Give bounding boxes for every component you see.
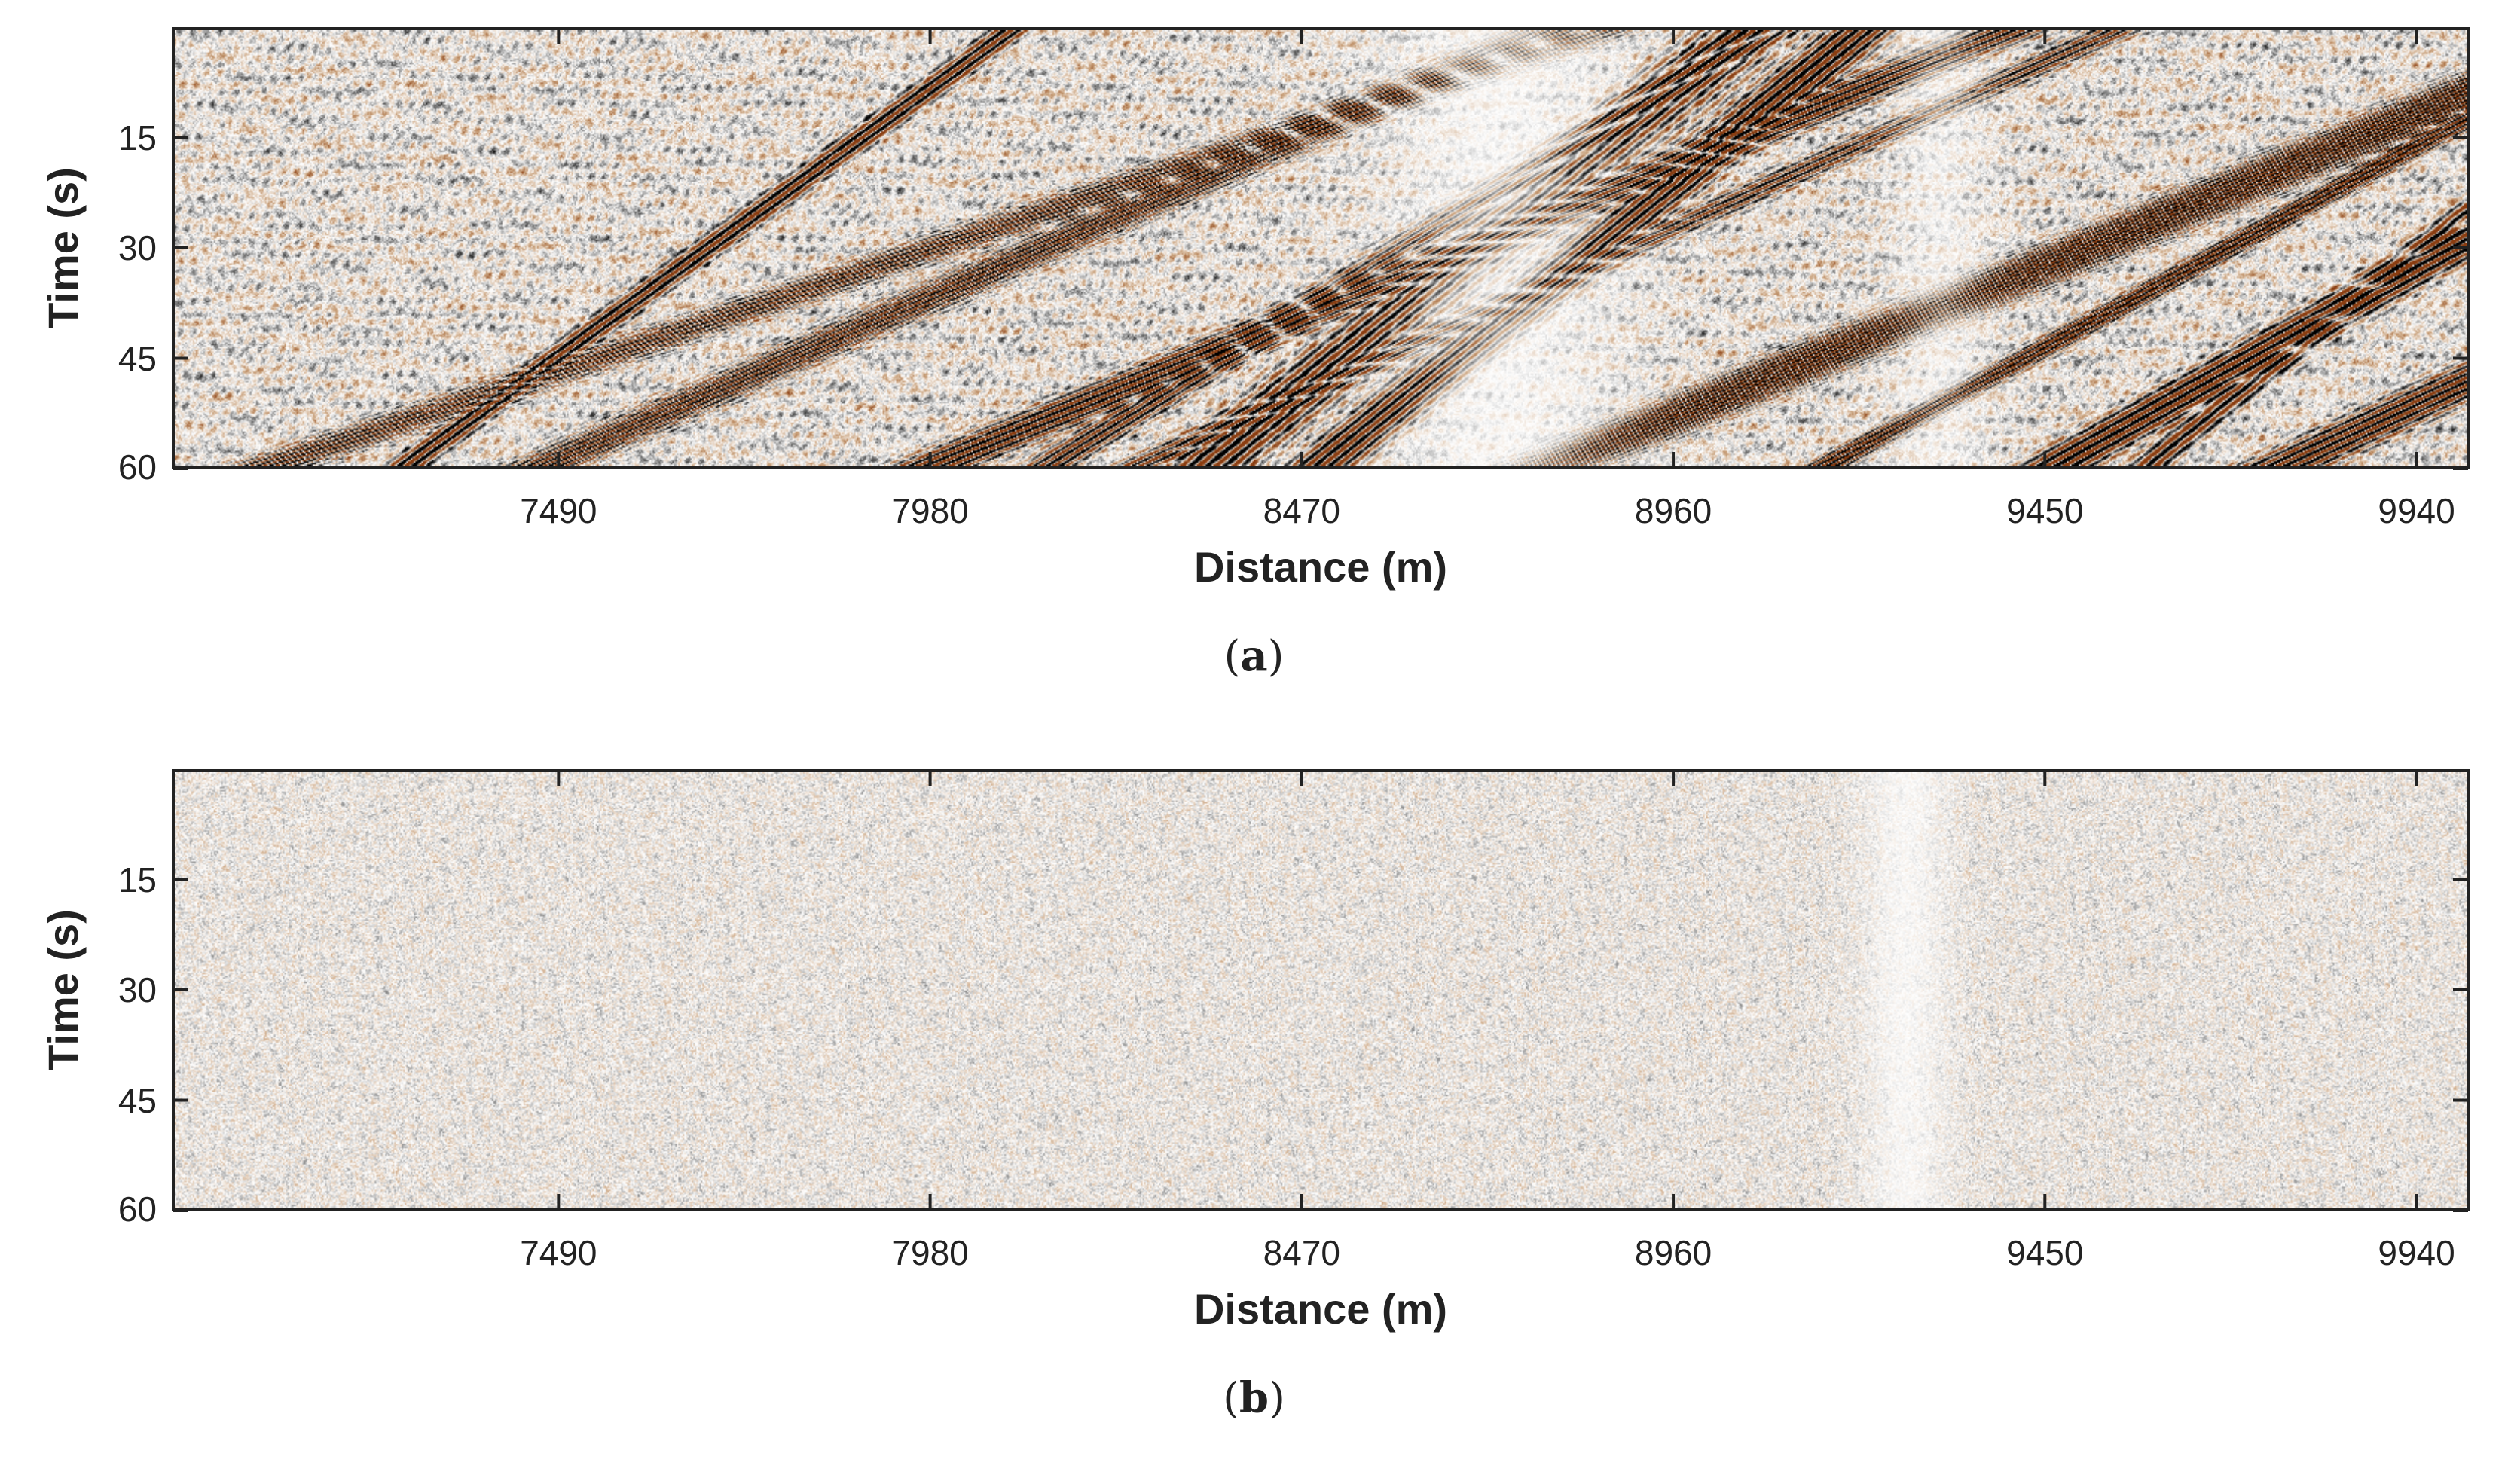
x-tick-label: 9450: [2006, 491, 2084, 530]
plot-area-a: [172, 27, 2470, 469]
y-axis-label-text: Time (s): [39, 167, 87, 328]
y-tick-label: 60: [118, 447, 157, 487]
x-tick-label: 9940: [2378, 1233, 2455, 1272]
caption-letter: a: [1240, 631, 1268, 681]
x-tick-label: 8960: [1634, 1233, 1712, 1272]
x-tick-label: 7490: [520, 1233, 597, 1272]
caption-open-paren: (: [1223, 632, 1241, 681]
plot-area-b: [172, 769, 2470, 1211]
x-tick-label: 7980: [891, 491, 969, 530]
caption-letter: b: [1239, 1373, 1269, 1423]
y-tick-label: 15: [118, 118, 157, 157]
y-tick-label: 30: [118, 228, 157, 267]
x-tick-label: 9940: [2378, 491, 2455, 530]
panel-caption-a: (a): [0, 631, 2508, 682]
y-tick-label: 30: [118, 970, 157, 1009]
chart-panel-a: 7490 7980 8470 8960 9450 9940 15 30 45 6…: [0, 27, 2508, 682]
seismic-heatmap-b: [175, 772, 2467, 1208]
y-tick-label: 45: [118, 1080, 157, 1120]
x-tick-label: 9450: [2006, 1233, 2084, 1272]
caption-close-paren: ): [1267, 632, 1285, 681]
x-axis-label: Distance (m): [1193, 543, 1448, 591]
x-tick-label: 8470: [1263, 1233, 1340, 1272]
chart-panel-b: 7490 7980 8470 8960 9450 9940 15 30 45 6…: [0, 742, 2508, 1484]
y-tick-label: 15: [118, 860, 157, 899]
y-axis-label-text: Time (s): [39, 909, 87, 1070]
y-tick-label: 60: [118, 1189, 157, 1229]
seismic-heatmap-a: [175, 30, 2467, 466]
x-tick-label: 7490: [520, 491, 597, 530]
y-tick-label: 45: [118, 338, 157, 378]
x-tick-label: 8470: [1263, 491, 1340, 530]
x-tick-label: 7980: [891, 1233, 969, 1272]
x-axis-label: Distance (m): [1193, 1285, 1448, 1333]
panel-caption-b: (b): [0, 1373, 2508, 1424]
caption-open-paren: (: [1223, 1374, 1239, 1423]
caption-close-paren: ): [1269, 1374, 1285, 1423]
x-tick-label: 8960: [1634, 491, 1712, 530]
